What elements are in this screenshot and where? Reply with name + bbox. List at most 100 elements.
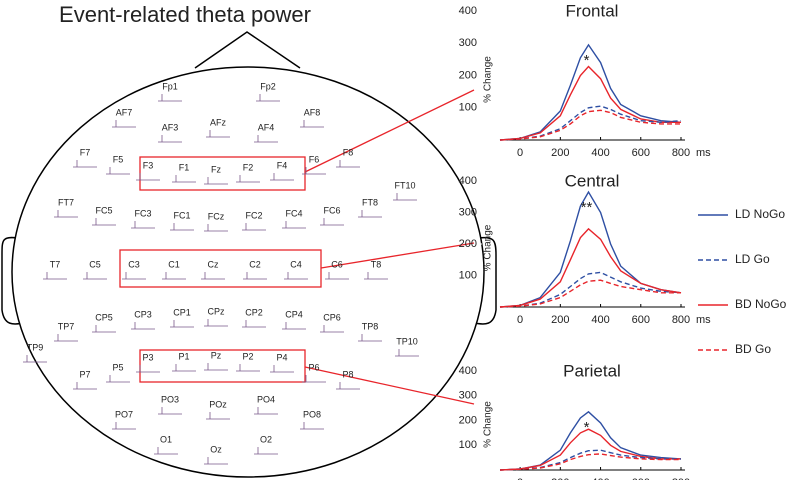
electrode-trace — [73, 382, 97, 390]
electrode-trace — [320, 218, 344, 226]
y-tick-label: 300 — [459, 206, 477, 218]
x-axis-label: ms — [696, 477, 711, 480]
electrode-trace — [358, 210, 382, 218]
electrode-label: FCz — [208, 211, 225, 221]
electrode-trace — [320, 325, 344, 333]
electrode-label: C2 — [249, 259, 261, 269]
electrode-label: C1 — [168, 259, 180, 269]
x-tick-label: 800 — [672, 314, 690, 326]
electrode-label: CPz — [207, 306, 225, 316]
electrode-trace — [172, 175, 196, 183]
electrode-label: C4 — [290, 259, 302, 269]
electrode-trace — [254, 135, 278, 143]
electrode-trace — [172, 364, 196, 372]
electrode-trace — [136, 365, 160, 373]
electrode-trace — [83, 272, 107, 280]
electrode-trace — [131, 322, 155, 330]
electrode-label: FC1 — [173, 210, 190, 220]
electrode-label: O2 — [260, 434, 272, 444]
y-tick-label: 400 — [459, 175, 477, 187]
electrode-trace — [300, 422, 324, 430]
electrode-trace — [136, 173, 160, 181]
electrode-label: C3 — [128, 259, 140, 269]
electrode-label: P8 — [342, 369, 353, 379]
series-line — [499, 279, 681, 308]
electrode-trace — [236, 175, 260, 183]
electrode-label: FC4 — [285, 208, 302, 218]
electrode-trace — [336, 382, 360, 390]
x-axis-label: ms — [696, 314, 711, 326]
head — [1, 31, 497, 478]
electrode-trace — [236, 364, 260, 372]
electrode-label: CP5 — [95, 312, 113, 322]
x-tick-label: 600 — [632, 477, 650, 480]
electrode-label: FC3 — [134, 208, 151, 218]
electrode-label: F7 — [80, 147, 91, 157]
electrode-label: F8 — [343, 147, 354, 157]
chart-title: Parietal — [563, 361, 621, 380]
series-line — [499, 109, 681, 141]
electrode-trace — [131, 221, 155, 229]
significance-mark: * — [584, 419, 590, 436]
electrode-trace — [282, 221, 306, 229]
electrode-label: Cz — [208, 259, 219, 269]
y-tick-label: 400 — [459, 365, 477, 377]
electrode-trace — [242, 320, 266, 328]
electrode-trace — [170, 320, 194, 328]
electrode-label: F1 — [179, 162, 190, 172]
x-tick-label: 400 — [591, 314, 609, 326]
head-outline — [11, 66, 485, 478]
y-tick-label: 100 — [459, 102, 477, 114]
x-tick-label: 400 — [591, 147, 609, 159]
electrode-label: Fp2 — [260, 81, 276, 91]
electrode-label: F3 — [143, 160, 154, 170]
significance-mark: * — [584, 52, 590, 69]
electrode-label: O1 — [160, 434, 172, 444]
electrode-label: CP3 — [134, 309, 152, 319]
electrode-trace — [112, 120, 136, 128]
significance-mark: ** — [581, 199, 593, 216]
figure-title: Event-related theta power — [59, 2, 311, 27]
electrode-trace — [254, 447, 278, 455]
electrode-trace — [270, 365, 294, 373]
legend-label: BD Go — [735, 342, 771, 356]
x-tick-label: 200 — [551, 314, 569, 326]
x-tick-label: 600 — [632, 314, 650, 326]
electrode-trace — [54, 210, 78, 218]
electrode-label: Fz — [211, 164, 221, 174]
electrode-label: AF7 — [116, 107, 133, 117]
electrode-trace — [154, 447, 178, 455]
series-line — [499, 227, 682, 308]
y-tick-label: 100 — [459, 439, 477, 451]
x-tick-label: 400 — [591, 477, 609, 480]
electrode-label: TP9 — [27, 342, 44, 352]
electrode-label: C5 — [89, 259, 101, 269]
electrode-label: Oz — [210, 444, 222, 454]
electrode-label: C6 — [331, 259, 343, 269]
electrode-trace — [170, 223, 194, 231]
legend-label: BD NoGo — [735, 297, 787, 311]
electrode-label: Pz — [211, 350, 222, 360]
x-tick-label: 600 — [632, 147, 650, 159]
y-axis-label: % Change — [483, 401, 494, 448]
electrode-trace — [106, 167, 130, 175]
electrode-label: PO8 — [303, 409, 321, 419]
electrode-label: FC5 — [95, 205, 112, 215]
electrode-label: FC2 — [245, 210, 262, 220]
x-tick-label: 200 — [551, 477, 569, 480]
electrode-trace — [206, 130, 230, 138]
electrode-label: AFz — [210, 117, 227, 127]
legend-label: LD NoGo — [735, 207, 785, 221]
x-tick-label: 0 — [517, 477, 523, 480]
x-tick-label: 800 — [672, 147, 690, 159]
electrode-trace — [393, 193, 417, 201]
electrode-trace — [300, 120, 324, 128]
electrode-label: PO3 — [161, 394, 179, 404]
electrode-trace — [395, 349, 419, 357]
series-line — [499, 271, 682, 308]
electrode-label: CP2 — [245, 307, 263, 317]
electrode-trace — [284, 272, 308, 280]
electrode-trace — [23, 355, 47, 363]
electrode-label: AF8 — [304, 107, 321, 117]
y-tick-label: 100 — [459, 269, 477, 281]
